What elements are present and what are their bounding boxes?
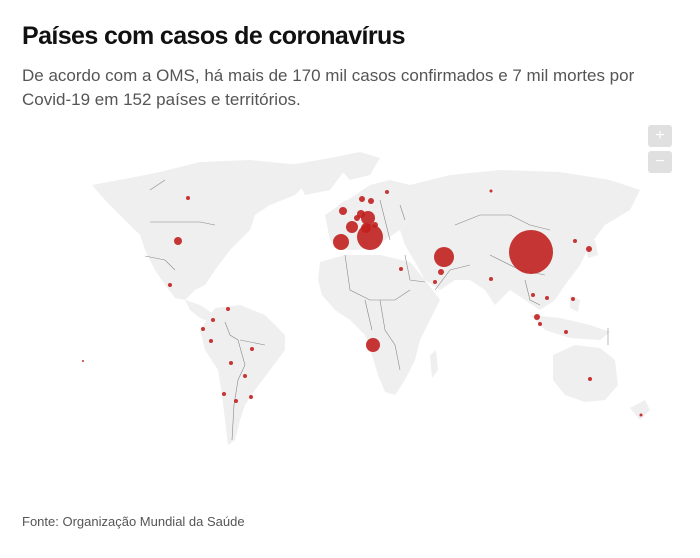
case-bubble[interactable] [250, 347, 254, 351]
case-bubble[interactable] [186, 196, 190, 200]
case-bubble[interactable] [385, 190, 389, 194]
page-title: Países com casos de coronavírus [22, 22, 406, 50]
case-bubble[interactable] [438, 269, 444, 275]
case-bubble[interactable] [168, 283, 172, 287]
zoom-in-button[interactable]: + [648, 125, 672, 147]
case-bubble[interactable] [399, 267, 403, 271]
case-bubble[interactable] [509, 230, 553, 274]
case-bubble[interactable] [339, 207, 347, 215]
land-masses [92, 152, 650, 445]
source-note: Fonte: Organização Mundial da Saúde [22, 514, 245, 529]
case-bubble[interactable] [433, 280, 437, 284]
case-bubble[interactable] [531, 293, 535, 297]
case-bubbles [82, 189, 643, 417]
case-bubble[interactable] [489, 277, 493, 281]
case-bubble[interactable] [333, 234, 349, 250]
case-bubble[interactable] [249, 395, 253, 399]
case-bubble[interactable] [538, 322, 542, 326]
case-bubble[interactable] [534, 314, 540, 320]
case-bubble[interactable] [234, 399, 238, 403]
case-bubble[interactable] [359, 196, 365, 202]
case-bubble[interactable] [586, 246, 592, 252]
case-bubble[interactable] [361, 223, 371, 233]
case-bubble[interactable] [201, 327, 205, 331]
case-bubble[interactable] [571, 297, 575, 301]
case-bubble[interactable] [82, 360, 84, 362]
case-bubble[interactable] [368, 198, 374, 204]
case-bubble[interactable] [211, 318, 215, 322]
case-bubble[interactable] [489, 189, 493, 193]
case-bubble[interactable] [222, 392, 226, 396]
zoom-out-button[interactable]: − [648, 151, 672, 173]
country-borders [144, 179, 609, 441]
case-bubble[interactable] [639, 413, 643, 417]
case-bubble[interactable] [209, 339, 213, 343]
case-bubble[interactable] [243, 374, 247, 378]
case-bubble[interactable] [226, 307, 230, 311]
map-svg [82, 152, 650, 445]
world-map[interactable] [0, 120, 700, 490]
case-bubble[interactable] [588, 377, 592, 381]
page-subtitle: De acordo com a OMS, há mais de 170 mil … [22, 66, 635, 109]
case-bubble[interactable] [573, 239, 577, 243]
case-bubble[interactable] [366, 338, 380, 352]
case-bubble[interactable] [174, 237, 182, 245]
case-bubble[interactable] [346, 221, 358, 233]
case-bubble[interactable] [564, 330, 568, 334]
case-bubble[interactable] [434, 247, 454, 267]
case-bubble[interactable] [354, 215, 360, 221]
case-bubble[interactable] [229, 361, 233, 365]
case-bubble[interactable] [372, 222, 378, 228]
case-bubble[interactable] [545, 296, 549, 300]
